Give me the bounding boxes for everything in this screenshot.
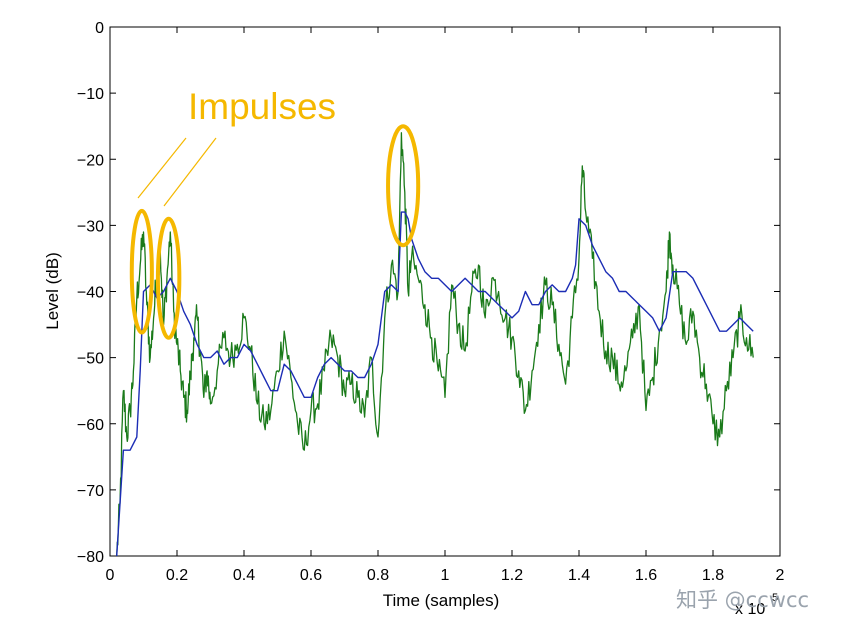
y-tick-label: −50 — [77, 351, 104, 368]
x-axis-label: Time (samples) — [383, 591, 500, 610]
x-tick-label: 0 — [106, 567, 115, 584]
annotation-pointer — [163, 137, 217, 207]
x-tick-label: 0.4 — [233, 567, 255, 584]
axis-ticks — [109, 26, 781, 557]
y-tick-label: −10 — [77, 86, 104, 103]
watermark: 知乎 @ccwcc — [676, 588, 809, 612]
y-tick-label: −60 — [77, 417, 104, 434]
x-tick-label: 1.4 — [568, 567, 590, 584]
annotation-layer: Impulses — [129, 86, 421, 340]
x-tick-label: 0.6 — [300, 567, 322, 584]
x-multiplier-label: x 10 — [735, 601, 765, 618]
y-tick-label: 0 — [95, 20, 104, 37]
impulses-label: Impulses — [188, 86, 336, 127]
x-tick-label: 0.2 — [166, 567, 188, 584]
impulse-ellipse-1 — [155, 216, 182, 340]
impulse-ellipse-0 — [129, 208, 154, 335]
plot-area — [109, 26, 781, 557]
y-tick-labels: 0 −10 −20 −30 −40 −50 −60 −70 −80 — [77, 20, 104, 566]
x-tick-label: 1.2 — [501, 567, 523, 584]
x-tick-label: 0.8 — [367, 567, 389, 584]
x-tick-label: 2 — [776, 567, 785, 584]
y-tick-label: −40 — [77, 285, 104, 302]
series-line-1 — [116, 211, 754, 557]
annotation-pointer — [137, 137, 187, 199]
series-line-0 — [116, 132, 754, 557]
x-tick-label: 1 — [441, 567, 450, 584]
y-tick-label: −30 — [77, 218, 104, 235]
x-tick-label: 1.6 — [635, 567, 657, 584]
x-tick-label: 1.8 — [702, 567, 724, 584]
series-layer — [116, 132, 754, 557]
y-axis-label: Level (dB) — [43, 252, 62, 329]
impulse-ellipse-2 — [386, 124, 421, 248]
x-multiplier-exponent: 5 — [772, 592, 778, 604]
y-tick-label: −20 — [77, 152, 104, 169]
y-tick-label: −70 — [77, 483, 104, 500]
y-tick-label: −80 — [77, 549, 104, 566]
x-tick-labels: 0 0.2 0.4 0.6 0.8 1 1.2 1.4 1.6 1.8 2 — [106, 567, 785, 584]
